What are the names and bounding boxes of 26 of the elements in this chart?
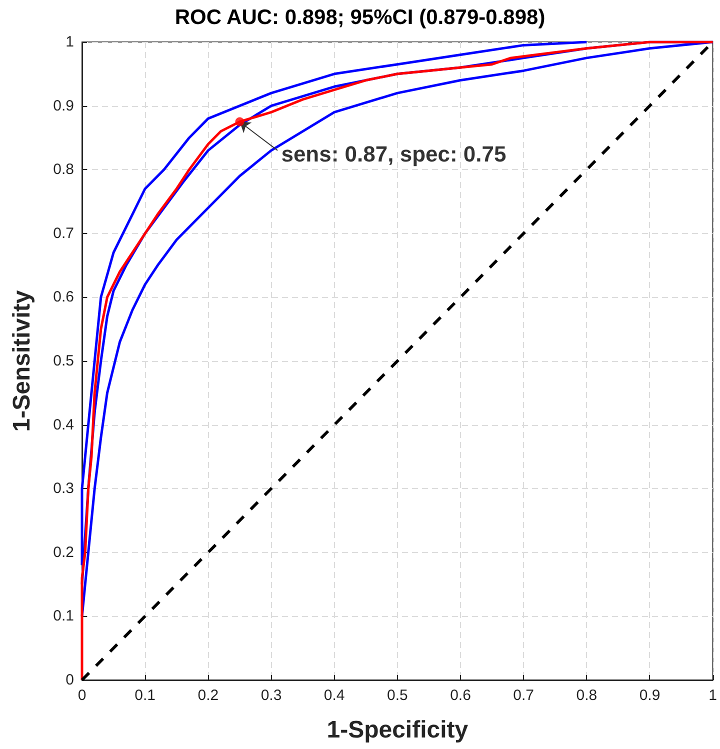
y-tick-label: 0.5 [53,352,74,370]
x-tick-label: 0.5 [386,687,408,704]
x-tick-label: 0.6 [450,687,471,704]
y-tick-label: 0.6 [53,288,74,306]
x-tick-label: 0.3 [260,687,282,704]
y-axis-title: 1-Sensitivity [8,290,36,432]
x-tick-label: 0.7 [513,687,534,704]
x-tick-label: 0.8 [576,687,598,704]
y-tick-label: 0.3 [53,480,74,498]
y-tick-label: 0.4 [53,416,74,434]
y-tick-label: 1 [66,34,74,50]
x-tick-label: 0.2 [198,687,219,704]
y-tick-label: 0.1 [53,608,74,625]
x-tick-label: 0 [78,687,86,704]
y-tick-label: 0 [66,672,74,688]
x-tick-label: 0.1 [134,687,156,704]
y-tick-label: 0.9 [53,97,74,114]
y-tick-label: 0.7 [53,224,74,242]
x-tick-label: 0.9 [639,687,660,704]
x-tick-label: 0.4 [324,687,345,704]
y-tick-label: 0.8 [53,161,74,178]
annotation: sens: 0.87, spec: 0.75 [281,141,506,166]
x-tick-label: 1 [708,687,717,704]
y-tick-label: 0.2 [53,544,74,561]
chart-title: ROC AUC: 0.898; 95%CI (0.879-0.898) [174,6,546,29]
x-axis-title: 1-Specificity [326,716,469,744]
